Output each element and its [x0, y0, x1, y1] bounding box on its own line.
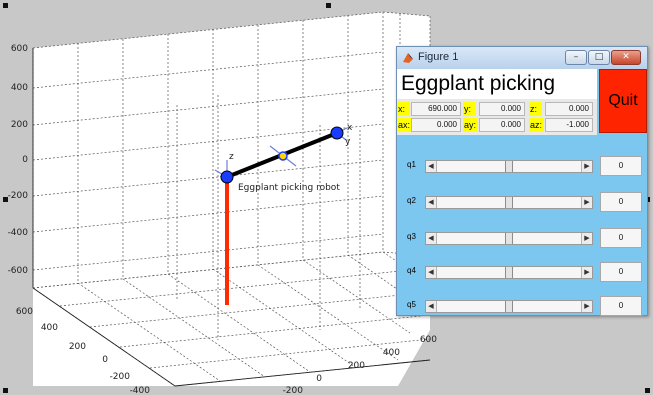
slider-left-arrow-icon[interactable]: ◀: [426, 267, 437, 278]
joint-row-q4: q4 ◀ ▶ 0: [397, 262, 649, 283]
slider-thumb[interactable]: [505, 267, 513, 278]
joint-slider-q5[interactable]: ◀ ▶: [425, 300, 593, 313]
axis-frame: [32, 48, 431, 387]
slider-right-arrow-icon[interactable]: ▶: [581, 233, 592, 244]
y-tick-label: -400: [130, 386, 151, 395]
y-tick-label: 0: [102, 355, 108, 365]
y-tick-label: 600: [16, 307, 33, 317]
slider-left-arrow-icon[interactable]: ◀: [426, 301, 437, 312]
joint-value-q2[interactable]: 0: [600, 192, 642, 212]
slider-left-arrow-icon[interactable]: ◀: [426, 197, 437, 208]
end-effector: [330, 126, 344, 140]
joint-row-q2: q2 ◀ ▶ 0: [397, 192, 649, 213]
frame-label-x: x: [347, 123, 353, 133]
axes-background: [33, 12, 430, 386]
slider-right-arrow-icon[interactable]: ▶: [581, 197, 592, 208]
joint-row-q5: q5 ◀ ▶ 0: [397, 296, 649, 317]
joint-slider-q1[interactable]: ◀ ▶: [425, 160, 593, 173]
window-title: Figure 1: [418, 51, 459, 63]
app-title: Eggplant picking: [397, 69, 597, 99]
joint-value-q5[interactable]: 0: [600, 296, 642, 316]
minimize-button[interactable]: –: [565, 50, 587, 65]
z-tick-label: -200: [8, 191, 29, 201]
figure-window[interactable]: Figure 1 – □ ✕ Eggplant picking Quit x: …: [396, 46, 648, 316]
slider-thumb[interactable]: [505, 233, 513, 244]
pose-az-label: az:: [529, 118, 544, 132]
pose-x-label: x:: [397, 102, 410, 116]
robot-label: Eggplant picking robot: [238, 183, 340, 193]
slider-left-arrow-icon[interactable]: ◀: [426, 161, 437, 172]
frame-label-y: y: [345, 137, 351, 147]
joint-value-q4[interactable]: 0: [600, 262, 642, 282]
z-tick-label: 200: [11, 120, 28, 130]
pose-y-field[interactable]: 0.000: [479, 102, 525, 116]
slider-thumb[interactable]: [505, 161, 513, 172]
joint-slider-q2[interactable]: ◀ ▶: [425, 196, 593, 209]
frame-label-z: z: [229, 152, 234, 162]
joint-label: q2: [407, 196, 416, 205]
pose-ay-label: ay:: [463, 118, 478, 132]
pose-panel: x: 690.000 y: 0.000 z: 0.000 ax: 0.000 a…: [397, 99, 597, 135]
pose-z-label: z:: [529, 102, 542, 116]
close-button[interactable]: ✕: [611, 50, 641, 65]
pose-z-field[interactable]: 0.000: [545, 102, 593, 116]
z-tick-label: -600: [8, 266, 29, 276]
z-tick-label: 0: [22, 155, 28, 165]
quit-button[interactable]: Quit: [599, 69, 647, 133]
pose-ax-field[interactable]: 0.000: [411, 118, 461, 132]
middle-joint: [278, 151, 288, 161]
joint-slider-q4[interactable]: ◀ ▶: [425, 266, 593, 279]
pose-x-field[interactable]: 690.000: [411, 102, 461, 116]
maximize-button[interactable]: □: [588, 50, 610, 65]
x-tick-label: 400: [383, 348, 400, 358]
joint-label: q3: [407, 232, 416, 241]
joint-value-q3[interactable]: 0: [600, 228, 642, 248]
pose-ax-label: ax:: [397, 118, 411, 132]
z-axis-tick-labels: 600 400 200 0 -200 -400 -600: [8, 44, 29, 276]
slider-right-arrow-icon[interactable]: ▶: [581, 161, 592, 172]
base-joint: [220, 170, 234, 184]
pose-ay-field[interactable]: 0.000: [479, 118, 525, 132]
z-tick-label: 600: [11, 44, 28, 54]
y-tick-label: 200: [69, 342, 86, 352]
joint-value-q1[interactable]: 0: [600, 156, 642, 176]
figure-content: Eggplant picking Quit x: 690.000 y: 0.00…: [397, 69, 649, 317]
z-tick-label: -400: [8, 228, 29, 238]
slider-left-arrow-icon[interactable]: ◀: [426, 233, 437, 244]
pose-y-label: y:: [463, 102, 476, 116]
x-tick-label: -200: [283, 386, 304, 395]
y-tick-label: -200: [110, 372, 131, 382]
x-tick-label: 200: [348, 361, 365, 371]
y-axis-tick-labels: 600 400 200 0-200 -400: [16, 307, 150, 395]
joint-row-q3: q3 ◀ ▶ 0: [397, 228, 649, 249]
joint-slider-q3[interactable]: ◀ ▶: [425, 232, 593, 245]
slider-right-arrow-icon[interactable]: ▶: [581, 301, 592, 312]
pose-az-field[interactable]: -1.000: [545, 118, 593, 132]
slider-right-arrow-icon[interactable]: ▶: [581, 267, 592, 278]
joint-row-q1: q1 ◀ ▶ 0: [397, 156, 649, 177]
joint-label: q4: [407, 266, 416, 275]
slider-thumb[interactable]: [505, 197, 513, 208]
x-axis-tick-labels: 600 400 200 0 -200: [283, 335, 438, 395]
y-tick-label: 400: [41, 323, 58, 333]
title-bar[interactable]: Figure 1 – □ ✕: [397, 47, 647, 70]
joint-label: q5: [407, 300, 416, 309]
x-tick-label: 600: [420, 335, 437, 345]
x-tick-label: 0: [316, 374, 322, 384]
slider-thumb[interactable]: [505, 301, 513, 312]
joint-label: q1: [407, 160, 416, 169]
matlab-icon: [403, 53, 413, 63]
z-tick-label: 400: [11, 83, 28, 93]
